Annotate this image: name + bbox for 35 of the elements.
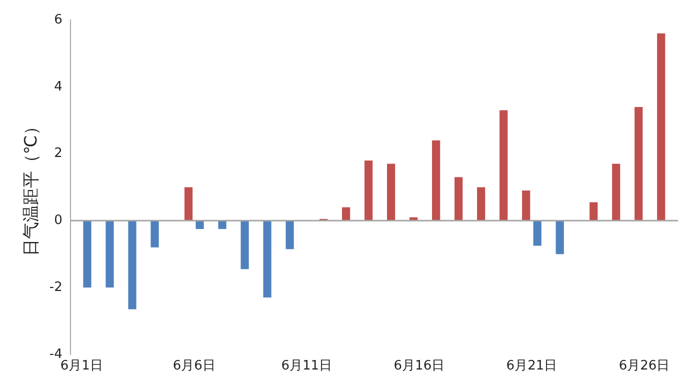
bar xyxy=(556,220,564,254)
bar xyxy=(184,187,193,221)
bar xyxy=(634,106,643,221)
bar xyxy=(500,110,508,221)
bar xyxy=(150,220,159,248)
bar xyxy=(364,160,373,221)
bar xyxy=(454,177,463,221)
x-tick-label: 6月1日 xyxy=(60,358,103,374)
bar xyxy=(342,207,350,221)
y-tick-label: 6 xyxy=(54,12,62,28)
x-tick-label: 6月26日 xyxy=(618,358,670,374)
bar xyxy=(522,190,530,221)
bar xyxy=(263,220,272,298)
x-tick-label: 6月21日 xyxy=(506,358,558,374)
bar xyxy=(612,164,620,221)
bar xyxy=(477,187,486,221)
x-tick-label: 6月11日 xyxy=(281,358,332,374)
bar xyxy=(128,220,136,310)
bar xyxy=(240,220,249,270)
bar xyxy=(387,164,396,221)
y-axis-title: 日气温距平（℃） xyxy=(22,118,42,256)
y-tick-label: 4 xyxy=(54,79,62,94)
bar xyxy=(83,220,92,288)
bar xyxy=(590,202,598,221)
y-tick-label: -4 xyxy=(49,346,62,362)
bar xyxy=(432,140,440,221)
bar xyxy=(533,220,542,246)
y-tick-label: -2 xyxy=(49,280,62,295)
bar xyxy=(106,220,114,288)
y-tick-label: 2 xyxy=(54,146,62,162)
x-tick-label: 6月6日 xyxy=(172,358,216,374)
bar xyxy=(286,220,294,250)
y-tick-label: 0 xyxy=(54,213,62,228)
bar xyxy=(657,33,666,221)
x-tick-label: 6月16日 xyxy=(394,358,445,374)
